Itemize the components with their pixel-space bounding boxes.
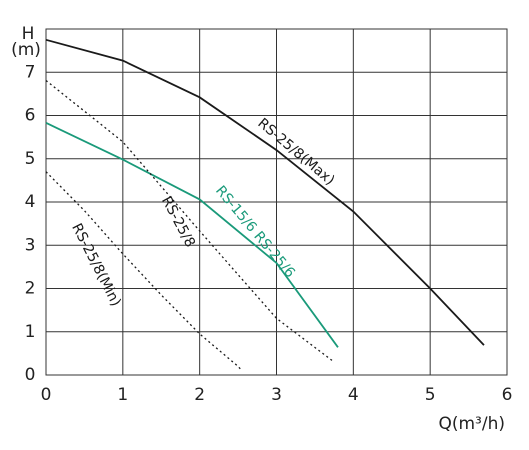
y-axis-label: (m) — [11, 40, 41, 60]
x-tick-label: 2 — [194, 385, 205, 405]
y-tick-label: 5 — [25, 149, 36, 169]
curve-label: RS-15/6 RS-25/6 — [212, 183, 298, 281]
curve — [45, 38, 485, 346]
y-tick-label: 6 — [25, 106, 36, 126]
x-tick-label: 3 — [271, 385, 282, 405]
x-tick-label: 0 — [41, 385, 52, 405]
y-tick-label: 2 — [25, 279, 36, 299]
x-tick-label: 1 — [117, 385, 128, 405]
curve — [45, 122, 339, 348]
curve — [45, 79, 335, 363]
x-tick-label: 6 — [502, 385, 513, 405]
y-tick-label: 4 — [25, 192, 36, 212]
curve-label: RS-25/8(Min) — [68, 221, 124, 309]
y-axis-label: H — [22, 24, 35, 44]
y-tick-label: 1 — [25, 322, 36, 342]
curve-label: RS-25/8(Max) — [254, 115, 337, 188]
x-tick-label: 4 — [348, 385, 359, 405]
y-tick-label: 7 — [25, 62, 36, 82]
x-tick-label: 5 — [425, 385, 436, 405]
y-tick-label: 3 — [25, 235, 36, 255]
x-axis-label: Q(m³/h) — [438, 414, 505, 434]
y-tick-label: 0 — [25, 365, 36, 385]
